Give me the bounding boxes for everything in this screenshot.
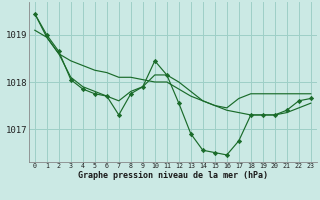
X-axis label: Graphe pression niveau de la mer (hPa): Graphe pression niveau de la mer (hPa) [78, 171, 268, 180]
